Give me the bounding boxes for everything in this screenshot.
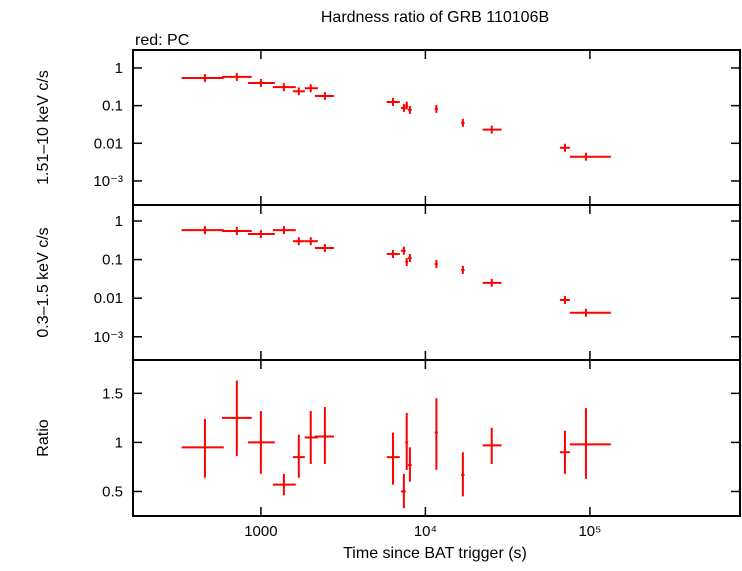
y-tick-label: 1 <box>115 434 123 451</box>
y-tick-label: 0.5 <box>102 483 123 500</box>
chart-title: Hardness ratio of GRB 110106B <box>321 9 549 26</box>
y-tick-label: 10⁻³ <box>93 173 123 190</box>
x-tick-label: 1000 <box>244 523 277 540</box>
x-tick-label: 10⁵ <box>578 523 601 540</box>
y-axis-label: 1.51–10 keV c/s <box>35 70 52 185</box>
y-tick-label: 1 <box>115 213 123 230</box>
x-tick-label: 10⁴ <box>414 523 437 540</box>
plot-frame <box>132 49 741 206</box>
y-axis-label: 0.3–1.5 keV c/s <box>35 227 52 337</box>
plot-frame <box>132 204 741 361</box>
plot-frame <box>132 359 741 517</box>
y-tick-label: 1.5 <box>102 385 123 402</box>
y-axis-label: Ratio <box>35 419 52 456</box>
x-axis-label: Time since BAT trigger (s) <box>343 545 527 562</box>
y-tick-label: 0.1 <box>102 252 123 269</box>
annotation: red: PC <box>135 32 189 49</box>
y-tick-label: 10⁻³ <box>93 329 123 346</box>
y-tick-label: 0.01 <box>94 290 123 307</box>
y-tick-label: 1 <box>115 60 123 77</box>
y-tick-label: 0.01 <box>94 135 123 152</box>
y-tick-label: 0.1 <box>102 98 123 115</box>
